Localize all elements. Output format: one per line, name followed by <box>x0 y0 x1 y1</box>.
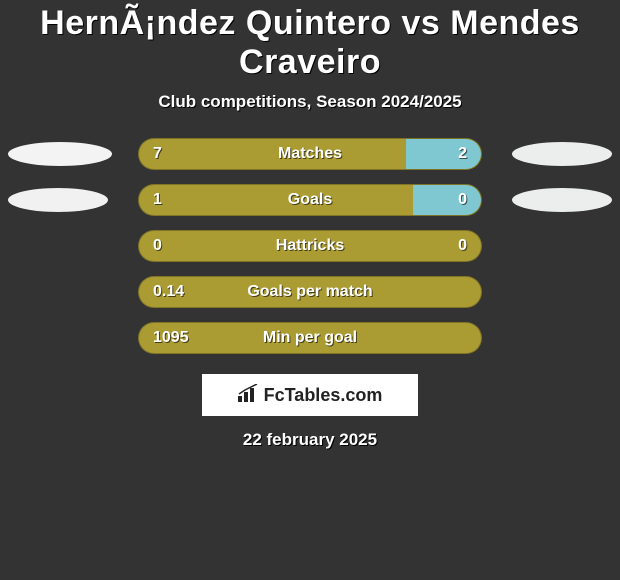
stat-left-value: 0 <box>153 237 162 255</box>
stat-bar: 7 Matches 2 <box>138 138 482 170</box>
player-right-ellipse <box>512 142 612 166</box>
page-title: HernÃ¡ndez Quintero vs Mendes Craveiro <box>0 4 620 82</box>
stat-left-value: 1 <box>153 191 162 209</box>
date-label: 22 february 2025 <box>0 430 620 450</box>
stat-row: 0 Hattricks 0 <box>0 230 620 262</box>
stat-bar-right-fill <box>406 139 481 169</box>
subtitle: Club competitions, Season 2024/2025 <box>0 92 620 112</box>
stat-label: Goals per match <box>247 283 372 301</box>
stat-right-value: 2 <box>458 145 467 163</box>
stat-row: 0.14 Goals per match <box>0 276 620 308</box>
stat-right-value: 0 <box>458 191 467 209</box>
player-right-ellipse <box>512 188 612 212</box>
stat-label: Min per goal <box>263 329 357 347</box>
stat-bar-right-fill <box>413 185 481 215</box>
logo-box[interactable]: FcTables.com <box>202 374 418 416</box>
stat-bar: 1 Goals 0 <box>138 184 482 216</box>
stat-right-value: 0 <box>458 237 467 255</box>
player-left-ellipse <box>8 142 112 166</box>
stat-row: 7 Matches 2 <box>0 138 620 170</box>
stat-bar: 0.14 Goals per match <box>138 276 482 308</box>
stat-left-value: 0.14 <box>153 283 184 301</box>
stat-label: Hattricks <box>276 237 344 255</box>
player-left-ellipse <box>8 188 108 212</box>
stat-bar: 1095 Min per goal <box>138 322 482 354</box>
bar-chart-icon <box>238 384 260 407</box>
stat-row: 1095 Min per goal <box>0 322 620 354</box>
stat-label: Goals <box>288 191 332 209</box>
logo-text: FcTables.com <box>264 385 383 406</box>
stat-left-value: 1095 <box>153 329 189 347</box>
stat-bar: 0 Hattricks 0 <box>138 230 482 262</box>
stat-left-value: 7 <box>153 145 162 163</box>
stat-label: Matches <box>278 145 342 163</box>
stat-row: 1 Goals 0 <box>0 184 620 216</box>
